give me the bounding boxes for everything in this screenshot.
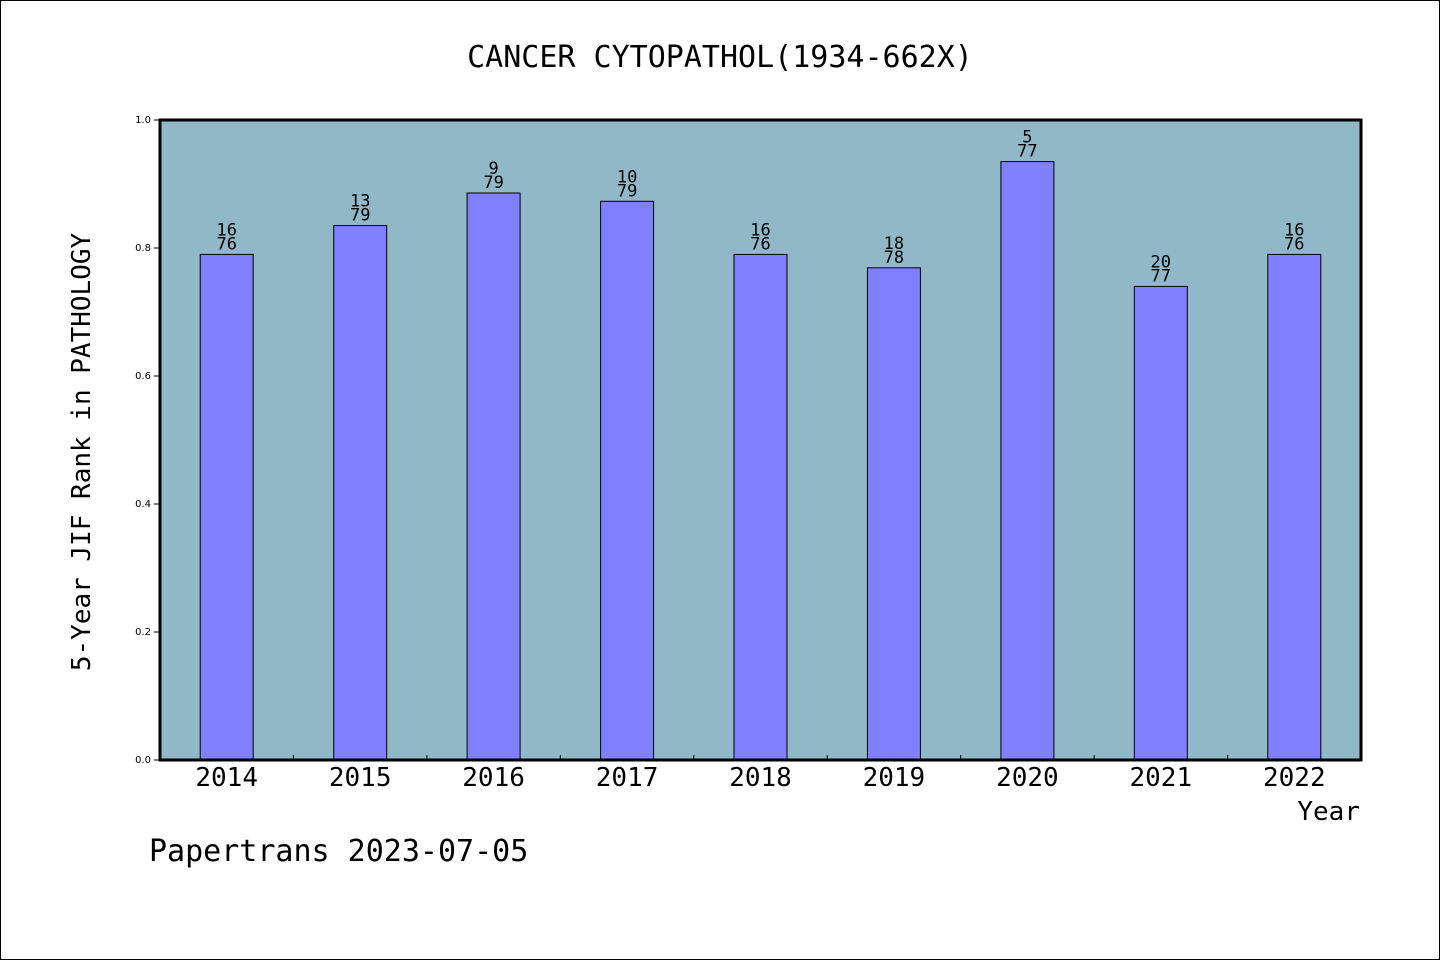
y-axis-ticks: 0.0 0.2 0.4 0.6 0.8 1.0 <box>135 115 160 766</box>
y-tick-label: 0.8 <box>135 243 151 254</box>
bar-rank-label: 20 <box>1151 252 1171 272</box>
bar-rank-label: 16 <box>1284 220 1304 240</box>
bar-total-label: 77 <box>1151 266 1171 286</box>
x-tick-label: 2021 <box>1129 763 1192 793</box>
bar-2020 <box>1000 161 1055 761</box>
bar-total-label: 79 <box>483 173 503 193</box>
chart-title: CANCER CYTOPATHOL(1934-662X) <box>467 40 973 75</box>
bar-total-label: 79 <box>350 206 370 226</box>
bar-2015 <box>333 225 388 761</box>
bars-group <box>199 161 1322 761</box>
bar-2014 <box>199 253 254 761</box>
x-tick-label: 2015 <box>329 763 392 793</box>
y-axis-label: 5-Year JIF Rank in PATHOLOGY <box>67 233 97 672</box>
bar-2017 <box>600 200 655 761</box>
bar-2018 <box>733 253 788 761</box>
x-axis-ticks: 2014 2015 2016 2017 2018 2019 2020 2021 2022 <box>195 755 1326 793</box>
bar-rank-label: 5 <box>1022 128 1032 148</box>
bar-total-label: 76 <box>750 234 770 254</box>
x-tick-label: 2016 <box>462 763 525 793</box>
x-axis-label: Year <box>1297 797 1360 827</box>
y-tick-label: 1.0 <box>135 115 151 126</box>
x-tick-label: 2020 <box>996 763 1059 793</box>
bar-total-label: 79 <box>617 181 637 201</box>
bar-total-label: 76 <box>1284 234 1304 254</box>
bar-rank-label: 16 <box>216 220 236 240</box>
bar-total-label: 78 <box>884 248 904 268</box>
bar-2016 <box>466 192 521 761</box>
credit-text: Papertrans 2023-07-05 <box>149 834 529 869</box>
y-tick-label: 0.6 <box>135 371 151 382</box>
x-tick-label: 2018 <box>729 763 792 793</box>
bar-total-label: 76 <box>216 234 236 254</box>
bar-rank-label: 13 <box>350 192 370 212</box>
y-tick-label: 0.2 <box>135 627 151 638</box>
bar-rank-label: 18 <box>884 234 904 254</box>
bar-rank-label: 10 <box>617 167 637 187</box>
y-tick-label: 0.0 <box>135 755 151 766</box>
x-tick-label: 2022 <box>1263 763 1326 793</box>
bar-total-label: 77 <box>1017 142 1037 162</box>
plot-border <box>158 118 1363 762</box>
bar-rank-label: 16 <box>750 220 770 240</box>
bar-2022 <box>1267 253 1322 761</box>
x-tick-label: 2014 <box>195 763 258 793</box>
bar-rank-label: 9 <box>488 159 498 179</box>
bar-2021 <box>1133 285 1188 761</box>
x-tick-label: 2017 <box>596 763 659 793</box>
x-tick-label: 2019 <box>863 763 926 793</box>
y-tick-label: 0.4 <box>135 499 151 510</box>
bar-2019 <box>866 267 921 761</box>
